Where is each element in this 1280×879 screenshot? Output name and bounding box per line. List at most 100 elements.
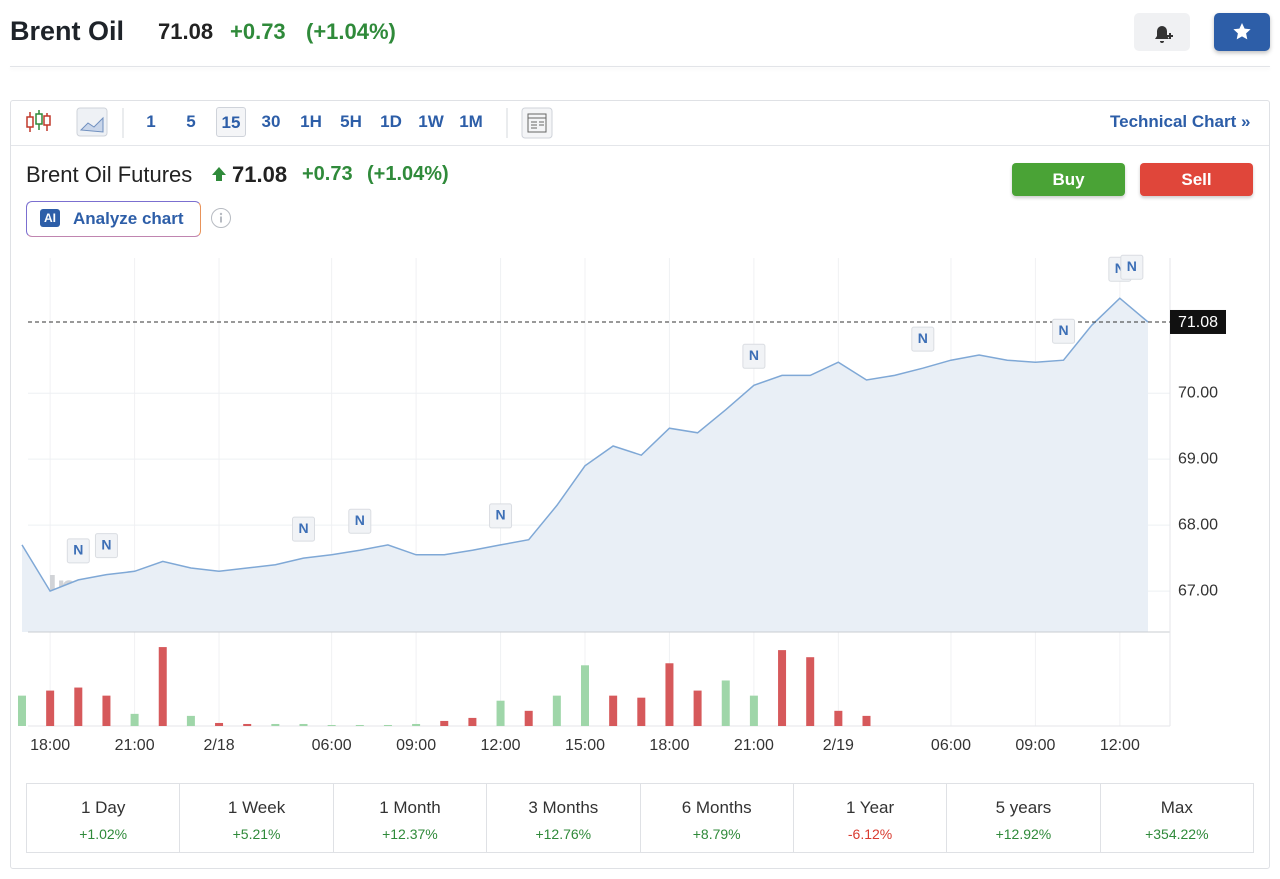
volume-bar bbox=[158, 647, 167, 726]
info-icon[interactable] bbox=[211, 208, 231, 228]
news-marker bbox=[742, 343, 766, 369]
interval-button[interactable]: 1H bbox=[300, 112, 322, 131]
period-change: +1.02% bbox=[79, 826, 128, 842]
volume-bar bbox=[496, 700, 505, 726]
period-label: 1 Week bbox=[227, 798, 286, 817]
interval-button[interactable]: 1M bbox=[459, 112, 483, 131]
volume-bar bbox=[299, 723, 308, 726]
volume-bar bbox=[412, 723, 421, 726]
star-icon bbox=[1233, 23, 1251, 40]
interval-list: 1 5 15 30 1H 5H 1D 1W 1M bbox=[131, 107, 491, 137]
y-tick-label: 70.00 bbox=[1178, 384, 1218, 401]
news-marker bbox=[66, 538, 90, 564]
x-tick-label: 18:00 bbox=[30, 737, 70, 754]
last-price-label: 71.08 bbox=[1178, 314, 1218, 331]
x-tick-label: 21:00 bbox=[115, 737, 155, 754]
analyze-button[interactable] bbox=[26, 201, 201, 237]
volume-bar bbox=[74, 687, 83, 726]
separator bbox=[10, 66, 1270, 67]
up-arrow bbox=[212, 167, 226, 181]
x-tick-label: 21:00 bbox=[734, 737, 774, 754]
x-tick-label: 12:00 bbox=[1100, 737, 1140, 754]
performance-cell[interactable]: 1 Year -6.12% bbox=[792, 784, 946, 852]
volume-bar bbox=[609, 695, 618, 726]
news-marker bbox=[489, 503, 513, 529]
layout-icon[interactable] bbox=[521, 107, 553, 139]
area-icon[interactable] bbox=[76, 107, 108, 137]
interval-button[interactable]: 5 bbox=[186, 112, 196, 131]
period-label: 1 Month bbox=[379, 798, 441, 817]
news-marker-label: N bbox=[749, 347, 759, 363]
volume-bar bbox=[327, 724, 336, 726]
x-tick-label: 12:00 bbox=[481, 737, 521, 754]
period-change: +12.76% bbox=[535, 826, 592, 842]
interval-button[interactable]: 1W bbox=[418, 112, 444, 131]
volume-bar bbox=[215, 722, 224, 726]
quote-price: 71.08 bbox=[232, 162, 288, 187]
period-change: +12.92% bbox=[995, 826, 1052, 842]
instrument-name: Brent Oil Futures bbox=[26, 162, 193, 187]
period-label: Max bbox=[1160, 798, 1193, 817]
sell-button[interactable]: Sell bbox=[1140, 163, 1253, 196]
alert-button[interactable] bbox=[1134, 13, 1190, 51]
news-marker-label: N bbox=[1058, 322, 1068, 338]
period-label: 3 Months bbox=[528, 798, 599, 817]
interval-button[interactable]: 5H bbox=[340, 112, 362, 131]
volume-bar bbox=[721, 680, 730, 726]
volume-bar bbox=[468, 717, 477, 726]
performance-cell[interactable]: 1 Week +5.21% bbox=[179, 784, 332, 852]
header-change: +0.73 bbox=[230, 19, 286, 44]
ai-badge: AI bbox=[40, 209, 60, 227]
x-tick-label: 06:00 bbox=[312, 737, 352, 754]
quote-change-percent: (+1.04%) bbox=[367, 163, 449, 185]
y-tick-label: 68.00 bbox=[1178, 516, 1218, 533]
chart-widget bbox=[10, 100, 1270, 869]
volume-bar bbox=[778, 650, 787, 726]
x-tick-label: 09:00 bbox=[1015, 737, 1055, 754]
news-marker bbox=[911, 326, 935, 352]
news-marker-label: N bbox=[355, 512, 365, 528]
buy-button[interactable]: Buy bbox=[1012, 163, 1125, 196]
performance-cell[interactable]: 6 Months +8.79% bbox=[639, 784, 793, 852]
volume-bar bbox=[186, 715, 195, 726]
x-tick-label: 2/19 bbox=[823, 737, 854, 754]
volume-bar bbox=[102, 695, 111, 726]
period-label: 5 years bbox=[995, 798, 1052, 817]
news-marker-label: N bbox=[918, 330, 928, 346]
interval-button[interactable]: 1 bbox=[146, 112, 156, 131]
bell-icon bbox=[1155, 26, 1173, 43]
quote-change: +0.73 bbox=[302, 163, 353, 185]
x-tick-label: 09:00 bbox=[396, 737, 436, 754]
interval-button[interactable]: 30 bbox=[261, 112, 281, 131]
watchlist-button[interactable] bbox=[1214, 13, 1270, 51]
period-label: 1 Day bbox=[80, 798, 126, 817]
candlestick-icon[interactable] bbox=[26, 110, 51, 132]
analyze-label: Analyze chart bbox=[73, 209, 184, 228]
performance-cell[interactable]: 1 Month +12.37% bbox=[332, 784, 486, 852]
period-change: -6.12% bbox=[847, 826, 893, 842]
technical-chart-link[interactable]: Technical Chart » bbox=[1110, 112, 1251, 131]
volume-bar bbox=[665, 663, 674, 726]
interval-button[interactable]: 1D bbox=[380, 112, 402, 131]
performance-cell[interactable]: Max +354.22% bbox=[1099, 784, 1253, 852]
price-area bbox=[22, 298, 1148, 632]
performance-cell[interactable]: 5 years +12.92% bbox=[946, 784, 1099, 852]
performance-table: 1 Day +1.02% 1 Week +5.21% 1 Month +12.37% 3 M… bbox=[26, 783, 1254, 853]
performance-cell[interactable]: 1 Day +1.02% bbox=[27, 784, 179, 852]
title: Brent Oil bbox=[10, 16, 125, 46]
volume-bar bbox=[806, 657, 815, 726]
interval-button[interactable]: 15 bbox=[216, 107, 246, 137]
news-marker bbox=[292, 516, 315, 542]
toolbar-icons bbox=[26, 107, 508, 138]
price-line bbox=[21, 297, 1149, 593]
x-tick-label: 2/18 bbox=[203, 737, 234, 754]
news-marker bbox=[94, 533, 118, 559]
performance-cell[interactable]: 3 Months +12.76% bbox=[486, 784, 639, 852]
news-marker bbox=[1052, 318, 1076, 344]
volume-bar bbox=[243, 723, 252, 726]
volume-bar bbox=[46, 690, 55, 726]
last-price-box bbox=[1170, 309, 1226, 334]
news-marker bbox=[1120, 254, 1144, 280]
volume-bar bbox=[581, 665, 589, 726]
